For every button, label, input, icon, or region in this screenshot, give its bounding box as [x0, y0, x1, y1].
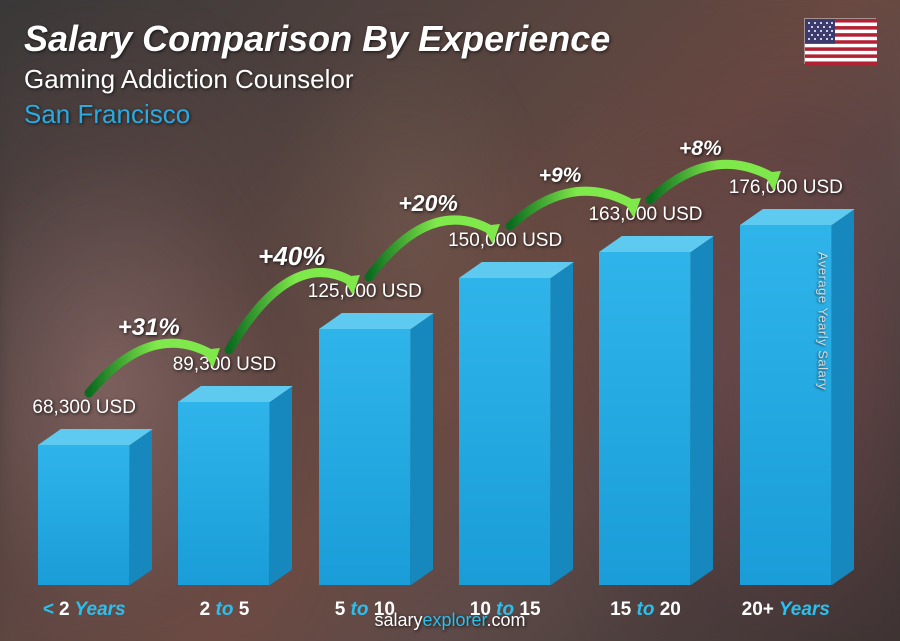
footer-prefix: salary	[374, 610, 422, 630]
location-label: San Francisco	[24, 99, 876, 130]
flag-icon	[804, 18, 876, 64]
bar	[38, 445, 130, 585]
bar	[459, 278, 551, 585]
footer-suffix: .com	[487, 610, 526, 630]
page-subtitle: Gaming Addiction Counselor	[24, 64, 876, 95]
bar	[178, 402, 270, 585]
footer-brand: salaryexplorer.com	[0, 610, 900, 631]
increase-arc-icon	[630, 131, 802, 226]
footer-accent: explorer	[422, 610, 486, 630]
header: Salary Comparison By Experience Gaming A…	[24, 18, 876, 130]
y-axis-label: Average Yearly Salary	[815, 251, 830, 389]
bar	[599, 252, 691, 585]
page-title: Salary Comparison By Experience	[24, 18, 876, 60]
